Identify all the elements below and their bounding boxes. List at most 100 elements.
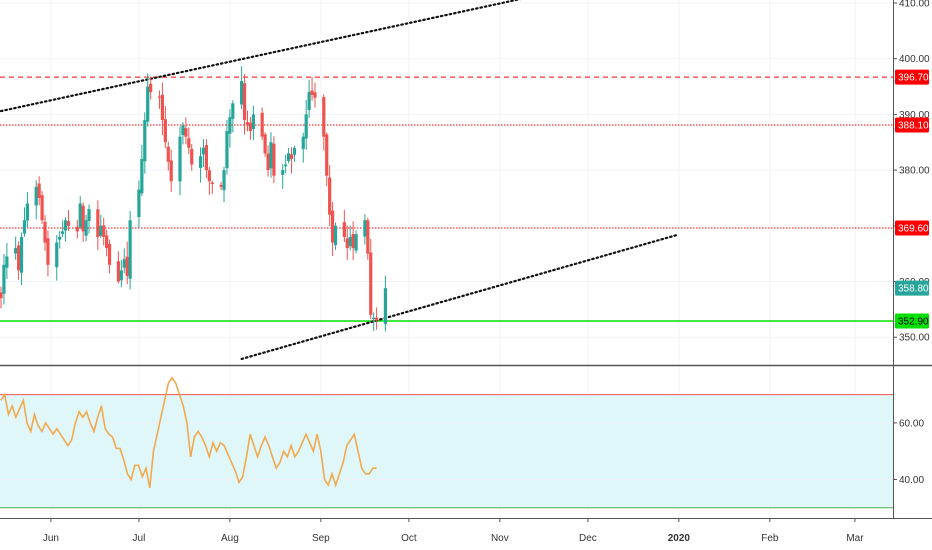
candle bbox=[116, 251, 120, 284]
horizontal-levels bbox=[0, 76, 893, 322]
price-badge-bg bbox=[895, 313, 929, 329]
candle-body bbox=[178, 136, 182, 182]
candle bbox=[210, 180, 214, 194]
price-badges: 396.70 388.10 369.60 358.80 352.90 bbox=[895, 69, 929, 329]
candle bbox=[99, 214, 103, 238]
candle-body bbox=[231, 103, 235, 119]
candle bbox=[0, 286, 3, 309]
candlesticks bbox=[0, 66, 388, 332]
candle bbox=[14, 236, 18, 260]
candle bbox=[63, 217, 68, 242]
candle-body bbox=[204, 145, 209, 171]
price-badge-label: 358.80 bbox=[898, 284, 929, 295]
candle-body bbox=[181, 125, 185, 136]
candle-body bbox=[222, 170, 226, 191]
candle bbox=[169, 149, 173, 192]
candle-body bbox=[157, 96, 162, 98]
price-tick-label-0: 350.00 bbox=[899, 333, 930, 344]
candle bbox=[66, 210, 71, 231]
candle bbox=[225, 120, 229, 175]
candle-body bbox=[14, 248, 18, 254]
candle bbox=[310, 76, 314, 101]
price-badge-bg bbox=[895, 280, 929, 296]
candle-body bbox=[248, 122, 253, 132]
candle-body bbox=[240, 80, 244, 105]
candle bbox=[292, 145, 297, 162]
candle-body bbox=[66, 221, 71, 226]
candle bbox=[372, 312, 376, 332]
candle bbox=[178, 126, 182, 196]
candle bbox=[160, 82, 164, 135]
candle bbox=[304, 99, 308, 150]
candle-body bbox=[102, 225, 106, 237]
price-badge-4: 352.90 bbox=[895, 313, 929, 329]
candle-body bbox=[351, 234, 355, 249]
candle-body bbox=[160, 94, 164, 120]
candle bbox=[354, 230, 358, 254]
candle bbox=[198, 147, 203, 183]
candle bbox=[46, 230, 50, 277]
candle-body bbox=[96, 209, 100, 237]
candle bbox=[55, 235, 59, 281]
price-badge-label: 352.90 bbox=[898, 317, 929, 328]
candle-body bbox=[325, 134, 329, 176]
price-tick-label-6: 410.00 bbox=[899, 0, 930, 10]
candle-body bbox=[55, 242, 59, 268]
candle bbox=[266, 145, 270, 177]
candle bbox=[330, 201, 335, 257]
candle bbox=[143, 112, 147, 174]
candle bbox=[125, 241, 129, 285]
candle-body bbox=[292, 147, 297, 155]
candle bbox=[260, 107, 264, 141]
candle bbox=[122, 248, 126, 274]
candle bbox=[107, 239, 112, 274]
x-tick-label-8: Feb bbox=[761, 533, 779, 544]
price-badge-bg bbox=[895, 220, 929, 236]
candle-body bbox=[17, 245, 21, 271]
price-badge-1: 388.10 bbox=[895, 117, 929, 133]
candle bbox=[40, 191, 44, 225]
candle-body bbox=[19, 236, 24, 273]
candle bbox=[322, 94, 326, 151]
candle bbox=[328, 164, 332, 227]
candle-body bbox=[198, 156, 203, 168]
candle bbox=[301, 132, 305, 163]
candle-body bbox=[87, 209, 91, 221]
candle-body bbox=[43, 221, 47, 243]
right-axis-background bbox=[893, 0, 932, 550]
candle-body bbox=[169, 160, 173, 182]
candle bbox=[201, 139, 206, 168]
candle bbox=[58, 231, 62, 249]
candle bbox=[281, 164, 285, 190]
candle-body bbox=[128, 220, 132, 279]
candle-body bbox=[22, 220, 27, 234]
candle bbox=[43, 215, 47, 251]
price-badge-bg bbox=[895, 69, 929, 85]
candle bbox=[187, 127, 191, 155]
x-tick-label-3: Sep bbox=[312, 533, 330, 544]
candle bbox=[61, 220, 65, 238]
candle bbox=[163, 105, 167, 149]
candle bbox=[245, 110, 250, 132]
candle-body bbox=[46, 238, 50, 265]
candle-body bbox=[348, 236, 352, 247]
candle-body bbox=[242, 83, 247, 120]
candle bbox=[190, 143, 194, 171]
candle bbox=[289, 147, 294, 174]
candle bbox=[219, 182, 223, 191]
rsi-line bbox=[0, 376, 377, 489]
candle-body bbox=[166, 146, 170, 162]
candle-body bbox=[313, 92, 317, 98]
candle-body bbox=[225, 131, 229, 169]
candle-body bbox=[81, 205, 85, 232]
x-tick-label-0: Jun bbox=[43, 533, 59, 544]
candle-body bbox=[122, 259, 126, 268]
rsi-panel bbox=[0, 376, 893, 509]
candle-body bbox=[260, 112, 264, 137]
candle bbox=[286, 148, 291, 164]
candle-body bbox=[184, 128, 188, 137]
candle-body bbox=[34, 186, 38, 206]
candle bbox=[222, 166, 226, 203]
candle-body bbox=[210, 182, 214, 185]
